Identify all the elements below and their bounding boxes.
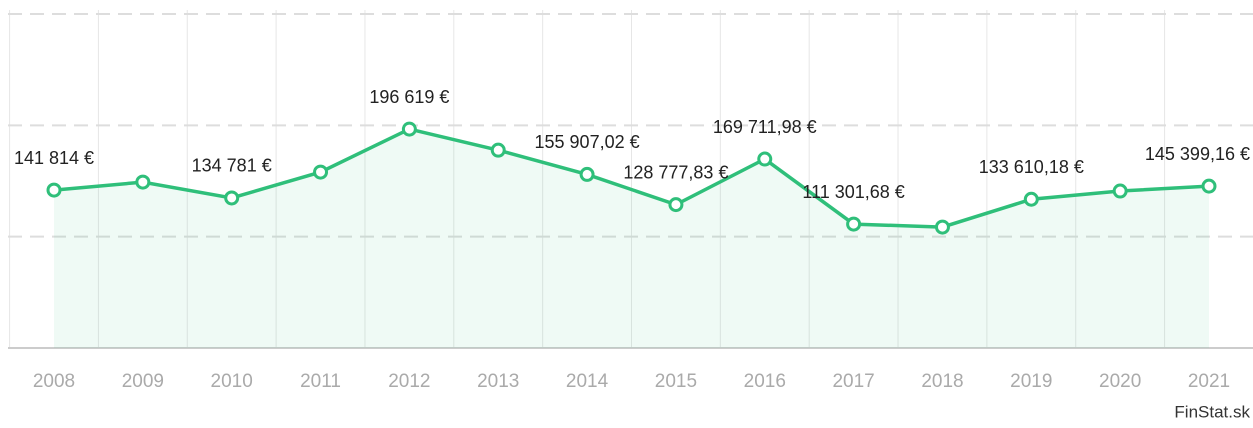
- point: [757, 151, 773, 167]
- point: [668, 197, 684, 213]
- point: [1023, 191, 1039, 207]
- point: [313, 164, 329, 180]
- x-tick-label: 2008: [33, 371, 75, 392]
- data-label: 133 610,18 €: [979, 157, 1084, 177]
- line: [53, 127, 1210, 229]
- data-label: 134 781 €: [192, 156, 272, 176]
- x-tick-label: 2016: [744, 371, 786, 392]
- x-tick-label: 2012: [388, 371, 430, 392]
- point: [579, 166, 595, 182]
- point: [490, 142, 506, 158]
- x-tick-label: 2019: [1010, 371, 1052, 392]
- x-tick-label: 2018: [921, 371, 963, 392]
- data-label: 141 814 €: [14, 148, 94, 168]
- x-tick-label: 2010: [211, 371, 253, 392]
- x-tick-label: 2021: [1188, 371, 1230, 392]
- point: [224, 190, 240, 206]
- data-label: 155 907,02 €: [535, 132, 640, 152]
- x-tick-label: 2017: [832, 371, 874, 392]
- data-label: 145 399,16 €: [1145, 144, 1250, 164]
- point: [46, 182, 62, 198]
- x-tick-label: 2013: [477, 371, 519, 392]
- data-label: 196 619 €: [369, 87, 449, 107]
- x-tick-label: 2020: [1099, 371, 1141, 392]
- point: [401, 121, 417, 137]
- x-tick-label: 2009: [122, 371, 164, 392]
- area: [54, 129, 1209, 348]
- point: [846, 216, 862, 232]
- x-tick-label: 2011: [300, 371, 341, 392]
- data-label: 169 711,98 €: [713, 117, 817, 137]
- point: [1112, 183, 1128, 199]
- point: [135, 174, 151, 190]
- point: [1201, 178, 1217, 194]
- x-tick-label: 2015: [655, 371, 697, 392]
- source: FinStat.sk: [1174, 402, 1250, 421]
- data-label: 128 777,83 €: [623, 162, 728, 182]
- data-label: 111 301,68 €: [802, 182, 904, 202]
- point: [934, 219, 950, 235]
- x-tick-label: 2014: [566, 371, 609, 392]
